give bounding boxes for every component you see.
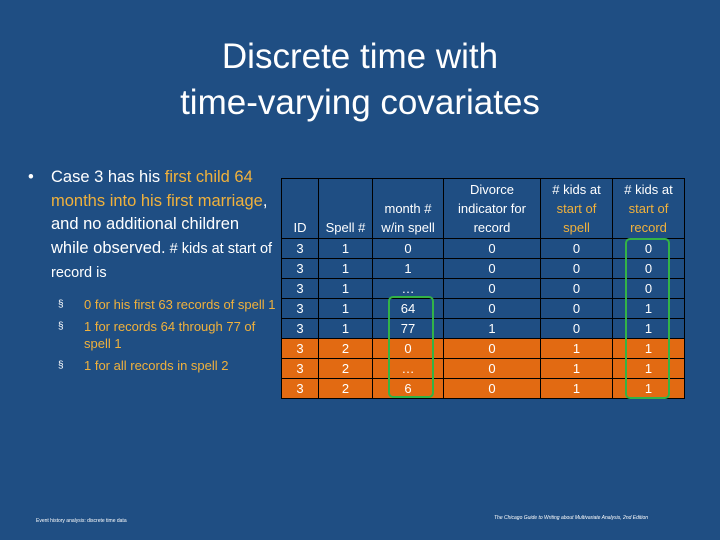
bullet-text-1: Case 3 has his — [51, 168, 165, 186]
table-cell: 1 — [443, 318, 541, 339]
table-cell: 2 — [318, 378, 373, 399]
table-cell: 0 — [540, 258, 613, 279]
table-cell: 3 — [281, 298, 319, 319]
main-bullet: • Case 3 has his first child 64 months i… — [28, 166, 278, 286]
table-cell: 0 — [443, 358, 541, 379]
header-id: ID — [281, 178, 319, 239]
table-cell: 0 — [372, 238, 444, 259]
table-cell: 0 — [443, 338, 541, 359]
header-spell: Spell # — [318, 178, 373, 239]
title-line-2: time-varying covariates — [180, 83, 540, 122]
table-cell: 0 — [540, 238, 613, 259]
table-cell: 3 — [281, 238, 319, 259]
table-cell: 3 — [281, 358, 319, 379]
table-cell: 3 — [281, 318, 319, 339]
table-cell: 3 — [281, 278, 319, 299]
table-cell: 0 — [443, 378, 541, 399]
table-cell: 6 — [372, 378, 444, 399]
table-cell: 2 — [318, 338, 373, 359]
table-cell: 0 — [372, 338, 444, 359]
table-cell: 1 — [318, 238, 373, 259]
table-cell: 3 — [281, 378, 319, 399]
table-header-row: ID Spell # month # w/in spell Divorce indi… — [281, 178, 685, 239]
sub-bullet-marker: § — [58, 320, 64, 332]
footer-right: The Chicago Guide to Writing about Multi… — [494, 515, 649, 521]
title-line-1: Discrete time with — [221, 37, 499, 76]
table-cell: 1 — [318, 258, 373, 279]
sub-bullet-marker: § — [58, 298, 64, 310]
table-cell: 3 — [281, 338, 319, 359]
table-cell: 1 — [612, 318, 685, 339]
table-row: 3 2… 0 1 1 — [281, 358, 685, 379]
table-cell: 0 — [540, 278, 613, 299]
table-cell: 1 — [372, 258, 444, 279]
header-kids-spell: # kids at start of spell — [540, 178, 613, 239]
records-table: ID Spell # month # w/in spell Divorce indi… — [281, 178, 685, 399]
sub-bullet-list: § 0 for his first 63 records of spell 1 §… — [28, 296, 278, 374]
table-cell: 1 — [612, 358, 685, 379]
sub-bullet-item: § 1 for all records in spell 2 — [58, 357, 278, 374]
sub-bullet-marker: § — [58, 359, 64, 371]
table-row: 3 1 77 1 0 1 — [281, 318, 685, 339]
table-cell: 0 — [443, 238, 541, 259]
sub-bullet-text: 1 for all records in spell 2 — [84, 357, 229, 373]
table-cell: 2 — [318, 358, 373, 379]
table-cell: 0 — [443, 278, 541, 299]
table-cell: 1 — [540, 358, 613, 379]
table-cell: 1 — [540, 378, 613, 399]
footer-left: Event history analysis: discrete time da… — [36, 518, 127, 524]
sub-bullet-text: 1 for records 64 through 77 of spell 1 — [84, 318, 256, 351]
table-cell: 1 — [318, 318, 373, 339]
table-cell: 0 — [612, 258, 685, 279]
table-cell: 1 — [612, 338, 685, 359]
table-cell: 1 — [612, 298, 685, 319]
table-cell: … — [372, 278, 444, 299]
table-cell: 0 — [540, 318, 613, 339]
table-row: 3 1 64 0 0 1 — [281, 298, 685, 319]
table-cell: 64 — [372, 298, 444, 319]
sub-bullet-item: § 1 for records 64 through 77 of spell 1 — [58, 318, 278, 352]
bullet-list: • Case 3 has his first child 64 months i… — [28, 166, 278, 379]
table-cell: … — [372, 358, 444, 379]
bullet-marker: • — [28, 168, 34, 186]
table-cell: 0 — [540, 298, 613, 319]
table-cell: 1 — [540, 338, 613, 359]
header-kids-record: # kids at start of record — [612, 178, 685, 239]
table-cell: 0 — [443, 298, 541, 319]
table-cell: 0 — [612, 278, 685, 299]
table-cell: 3 — [281, 258, 319, 279]
sub-bullet-item: § 0 for his first 63 records of spell 1 — [58, 296, 278, 313]
table-cell: 1 — [612, 378, 685, 399]
bullet-text-2: , and no additional children while obser… — [51, 191, 268, 257]
header-divorce: Divorce indicator for record — [443, 178, 541, 239]
bullet-highlight: first child 64 months into his first mar… — [51, 168, 263, 210]
table-row: 3 1… 0 0 0 — [281, 278, 685, 299]
header-month: month # w/in spell — [372, 178, 444, 239]
table-cell: 0 — [443, 258, 541, 279]
table-cell: 77 — [372, 318, 444, 339]
bullet-text-3: # kids at start of record is — [51, 240, 273, 282]
sub-bullet-text: 0 for his first 63 records of spell 1 — [84, 296, 276, 312]
table-cell: 1 — [318, 278, 373, 299]
table-cell: 1 — [318, 298, 373, 319]
table-cell: 0 — [612, 238, 685, 259]
slide-title: Discrete time with time-varying covariat… — [0, 34, 720, 126]
